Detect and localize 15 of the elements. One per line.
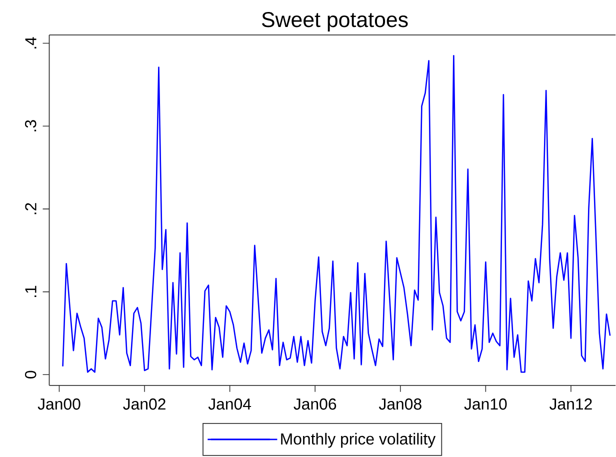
x-tick-label: Jan02: [123, 398, 166, 410]
y-tick-label: .1: [25, 286, 36, 298]
x-tick-label: Jan12: [550, 398, 592, 410]
x-tick-label: Jan06: [294, 398, 336, 410]
y-tick-label: .3: [24, 120, 36, 132]
x-tick-label: Jan04: [208, 398, 252, 410]
x-tick-label: Jan10: [464, 398, 507, 410]
y-tick-label: 0: [24, 371, 36, 379]
y-tick-label: .4: [25, 37, 36, 49]
line-series: [62, 55, 611, 373]
chart-title: Sweet potatoes: [262, 12, 408, 32]
y-tick-label: .2: [25, 203, 36, 214]
x-tick-label: Jan08: [378, 398, 422, 410]
x-tick-label: Jan00: [38, 398, 80, 410]
legend-label: Monthly price volatility: [281, 433, 436, 448]
